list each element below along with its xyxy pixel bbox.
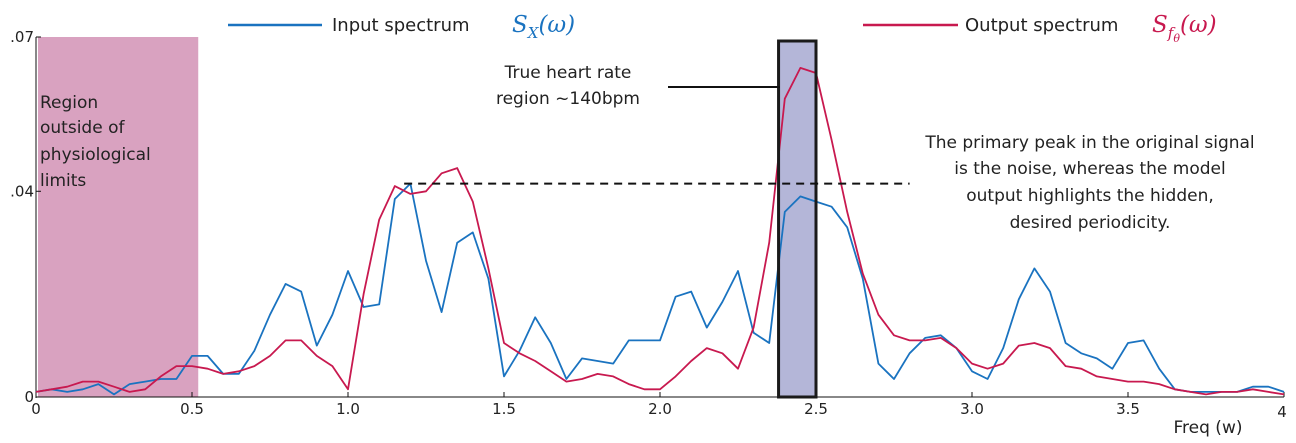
tick-labels: 0 0.5 1.0 1.5 2.0 2.5 3.0 3.5 4 .07 .04 0 <box>10 28 1287 421</box>
legend-math-subsub-output: θ <box>1173 32 1180 45</box>
legend-label-input: Input spectrum <box>332 15 470 36</box>
primary-peak-line-2: is the noise, whereas the model <box>954 159 1225 179</box>
x-tick-label-4: 2.0 <box>648 400 672 418</box>
legend-math-input: SX(ω) <box>512 12 575 42</box>
heart-rate-region-box <box>777 39 818 399</box>
legend-math-sub-output: f <box>1167 24 1176 42</box>
heart-rate-line-2: region ~140bpm <box>496 89 640 109</box>
heart-rate-line-1: True heart rate <box>504 63 632 83</box>
primary-peak-line-1: The primary peak in the original signal <box>924 133 1254 153</box>
region-outside-line-4: limits <box>40 171 86 191</box>
legend-math-arg-output: (ω) <box>1180 12 1217 38</box>
series-line-input <box>35 182 1285 396</box>
x-tick-label-0: 0 <box>31 400 41 418</box>
y-tick-label-2: 0 <box>24 388 34 406</box>
region-outside-line-1: Region <box>40 93 98 113</box>
series-line-output <box>35 67 1285 396</box>
primary-peak-line-3: output highlights the hidden, <box>966 186 1214 206</box>
legend-math-arg-input: (ω) <box>538 12 575 38</box>
x-tick-label-1: 0.5 <box>180 400 204 418</box>
region-outside-annotation: Region outside of physiological limits <box>40 93 151 191</box>
legend-math-symbol-output: S <box>1152 12 1168 38</box>
x-tick-label-3: 1.5 <box>492 400 516 418</box>
legend-item-input: Input spectrum SX(ω) <box>228 12 575 42</box>
x-axis-label: Freq (w) <box>1174 418 1243 438</box>
region-outside-line-3: physiological <box>40 145 151 165</box>
y-tick-label-1: .04 <box>10 182 34 200</box>
legend-math-sub-input: X <box>527 24 540 42</box>
region-outside-line-2: outside of <box>40 118 125 138</box>
primary-peak-line-4: desired periodicity. <box>1010 213 1171 233</box>
shaded-regions <box>38 37 816 397</box>
x-tick-label-6: 3.0 <box>960 400 984 418</box>
x-tick-label-7: 3.5 <box>1116 400 1140 418</box>
x-tick-label-5: 2.5 <box>804 400 828 418</box>
legend-label-output: Output spectrum <box>965 15 1118 36</box>
series-lines <box>35 67 1285 396</box>
x-tick-label-8: 4 <box>1277 403 1287 421</box>
region-outside-physiological-limits <box>38 37 199 397</box>
x-tick-label-2: 1.0 <box>336 400 360 418</box>
axes <box>35 36 1285 398</box>
legend-math-output: Sfθ(ω) <box>1152 12 1217 45</box>
overlays <box>404 39 910 399</box>
legend: Input spectrum SX(ω) Output spectrum Sfθ… <box>228 12 1217 45</box>
legend-math-symbol-input: S <box>512 12 528 38</box>
y-tick-label-0: .07 <box>10 28 34 46</box>
heart-rate-annotation: True heart rate region ~140bpm <box>496 63 780 109</box>
primary-peak-annotation: The primary peak in the original signal … <box>924 133 1254 233</box>
legend-item-output: Output spectrum Sfθ(ω) <box>863 12 1217 45</box>
